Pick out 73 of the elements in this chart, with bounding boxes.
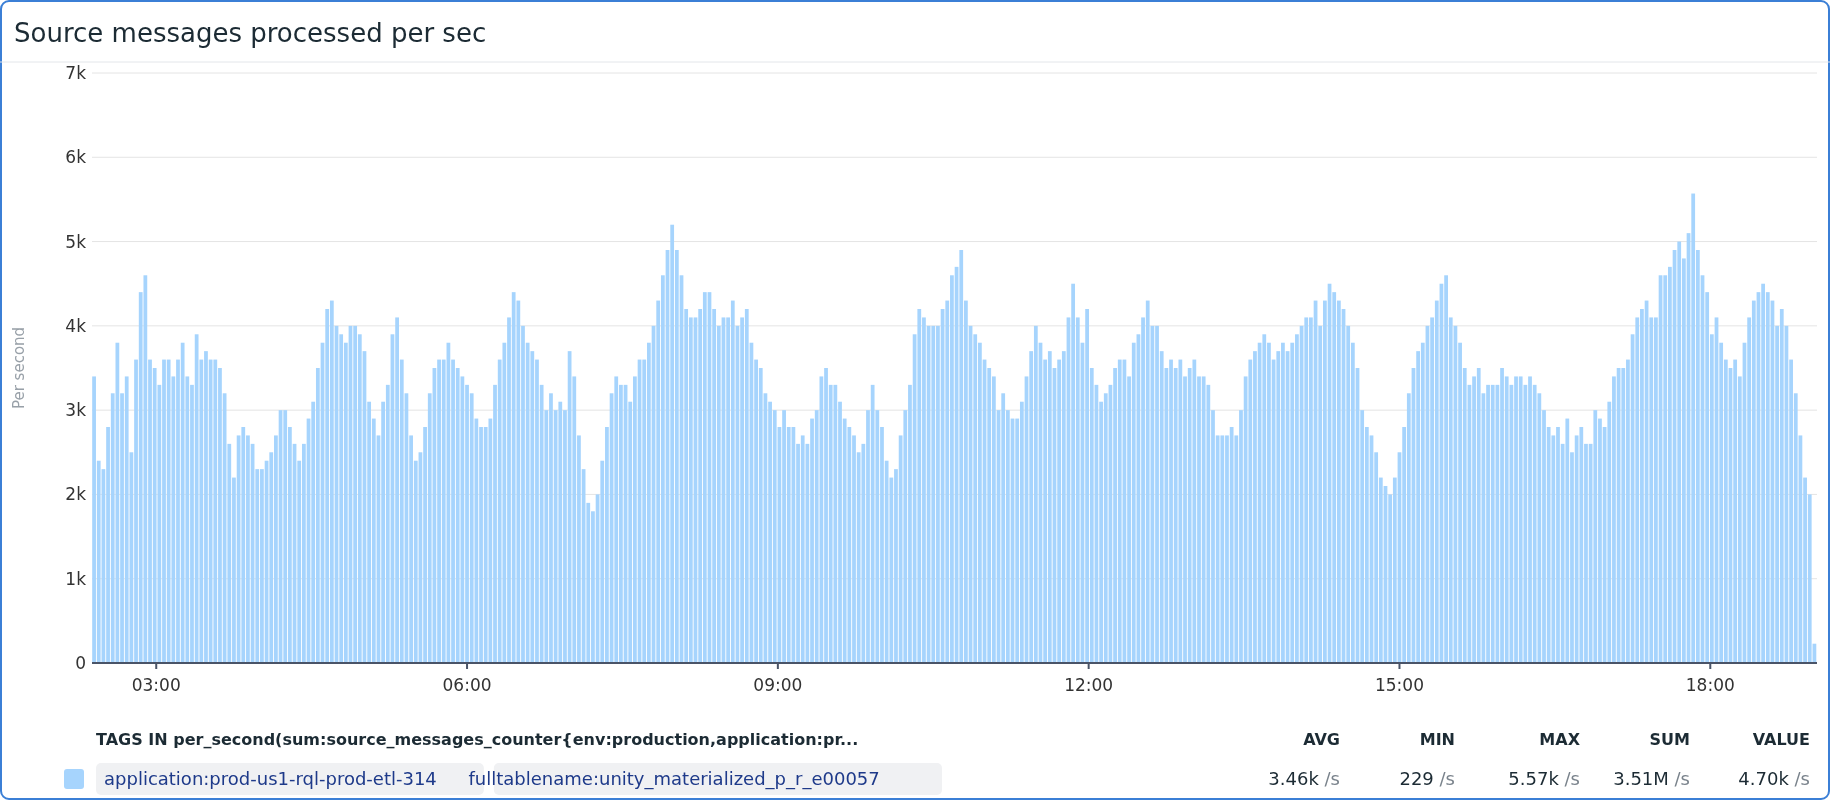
- chart-title: Source messages processed per sec: [14, 18, 487, 48]
- x-tick-label: 18:00: [1685, 675, 1735, 695]
- bar: [614, 376, 619, 663]
- text: AVG: [1303, 730, 1340, 749]
- bar: [1178, 359, 1183, 663]
- bar: [241, 427, 246, 663]
- bar: [959, 250, 964, 663]
- bar: [744, 309, 749, 663]
- bar: [670, 224, 675, 663]
- bar: [1691, 193, 1696, 663]
- bar: [931, 325, 936, 663]
- y-tick-label: 3k: [65, 400, 87, 421]
- y-tick-label: 5k: [65, 231, 87, 252]
- bar: [1733, 359, 1738, 663]
- bar: [1565, 418, 1570, 663]
- y-tick-label: 6k: [65, 147, 87, 168]
- text: 229 /s: [1399, 768, 1455, 789]
- bar: [166, 359, 171, 663]
- y-tick-label: 1k: [65, 568, 87, 589]
- text: 3.46k /s: [1268, 768, 1340, 789]
- bar: [1593, 410, 1598, 663]
- bar: [870, 384, 875, 663]
- bar: [1579, 427, 1584, 663]
- text: SUM: [1649, 730, 1690, 749]
- text: MAX: [1539, 730, 1581, 749]
- y-tick-label: 0: [75, 652, 86, 673]
- x-tick-label: 15:00: [1374, 675, 1424, 695]
- bar: [1145, 300, 1150, 663]
- bar: [1490, 384, 1495, 663]
- bar: [213, 359, 218, 663]
- bar: [1117, 359, 1122, 663]
- y-axis-title: Per second: [10, 326, 28, 410]
- bar: [1047, 351, 1052, 663]
- y-tick-label: 4k: [65, 315, 87, 336]
- x-tick-label: 03:00: [131, 675, 181, 695]
- x-tick-label: 09:00: [753, 675, 803, 695]
- bar: [702, 292, 707, 663]
- x-tick-label: 12:00: [1064, 675, 1114, 695]
- bar: [800, 435, 805, 663]
- bar: [353, 325, 358, 663]
- bar: [1229, 427, 1234, 663]
- bar: [558, 401, 563, 663]
- bar: [730, 300, 735, 663]
- bar: [329, 300, 334, 663]
- legend-title: TAGS IN per_second(sum:source_messages_counter{env:production,application:pr...: [96, 730, 859, 749]
- bar: [511, 292, 516, 663]
- legend-label: application:prod-us1-rql-prod-etl-314 fulltablename:unity_materialized_p_r_e00057: [104, 768, 880, 790]
- bar: [1201, 376, 1206, 663]
- bar: [194, 334, 199, 663]
- bar: [833, 384, 838, 663]
- y-tick-label: 7k: [65, 62, 87, 83]
- bar: [1518, 376, 1523, 663]
- bar: [1677, 241, 1682, 663]
- bar: [124, 376, 129, 663]
- bar: [1220, 435, 1225, 663]
- text: 5.57k /s: [1508, 768, 1580, 789]
- text: 3.51M /s: [1613, 768, 1690, 789]
- bar: [1033, 325, 1038, 663]
- bar: [180, 342, 185, 663]
- bar: [1476, 368, 1481, 663]
- bar: [1779, 309, 1784, 663]
- bar: [283, 410, 288, 663]
- text: VALUE: [1752, 730, 1810, 749]
- y-tick-label: 2k: [65, 484, 87, 505]
- bar: [1192, 359, 1197, 663]
- bar: [1262, 334, 1267, 663]
- text: MIN: [1419, 730, 1455, 749]
- x-tick-label: 06:00: [442, 675, 492, 695]
- bar: [1001, 393, 1006, 663]
- text: 4.70k /s: [1738, 768, 1810, 789]
- bar: [917, 309, 922, 663]
- bar: [143, 275, 148, 663]
- bar: [1304, 317, 1309, 663]
